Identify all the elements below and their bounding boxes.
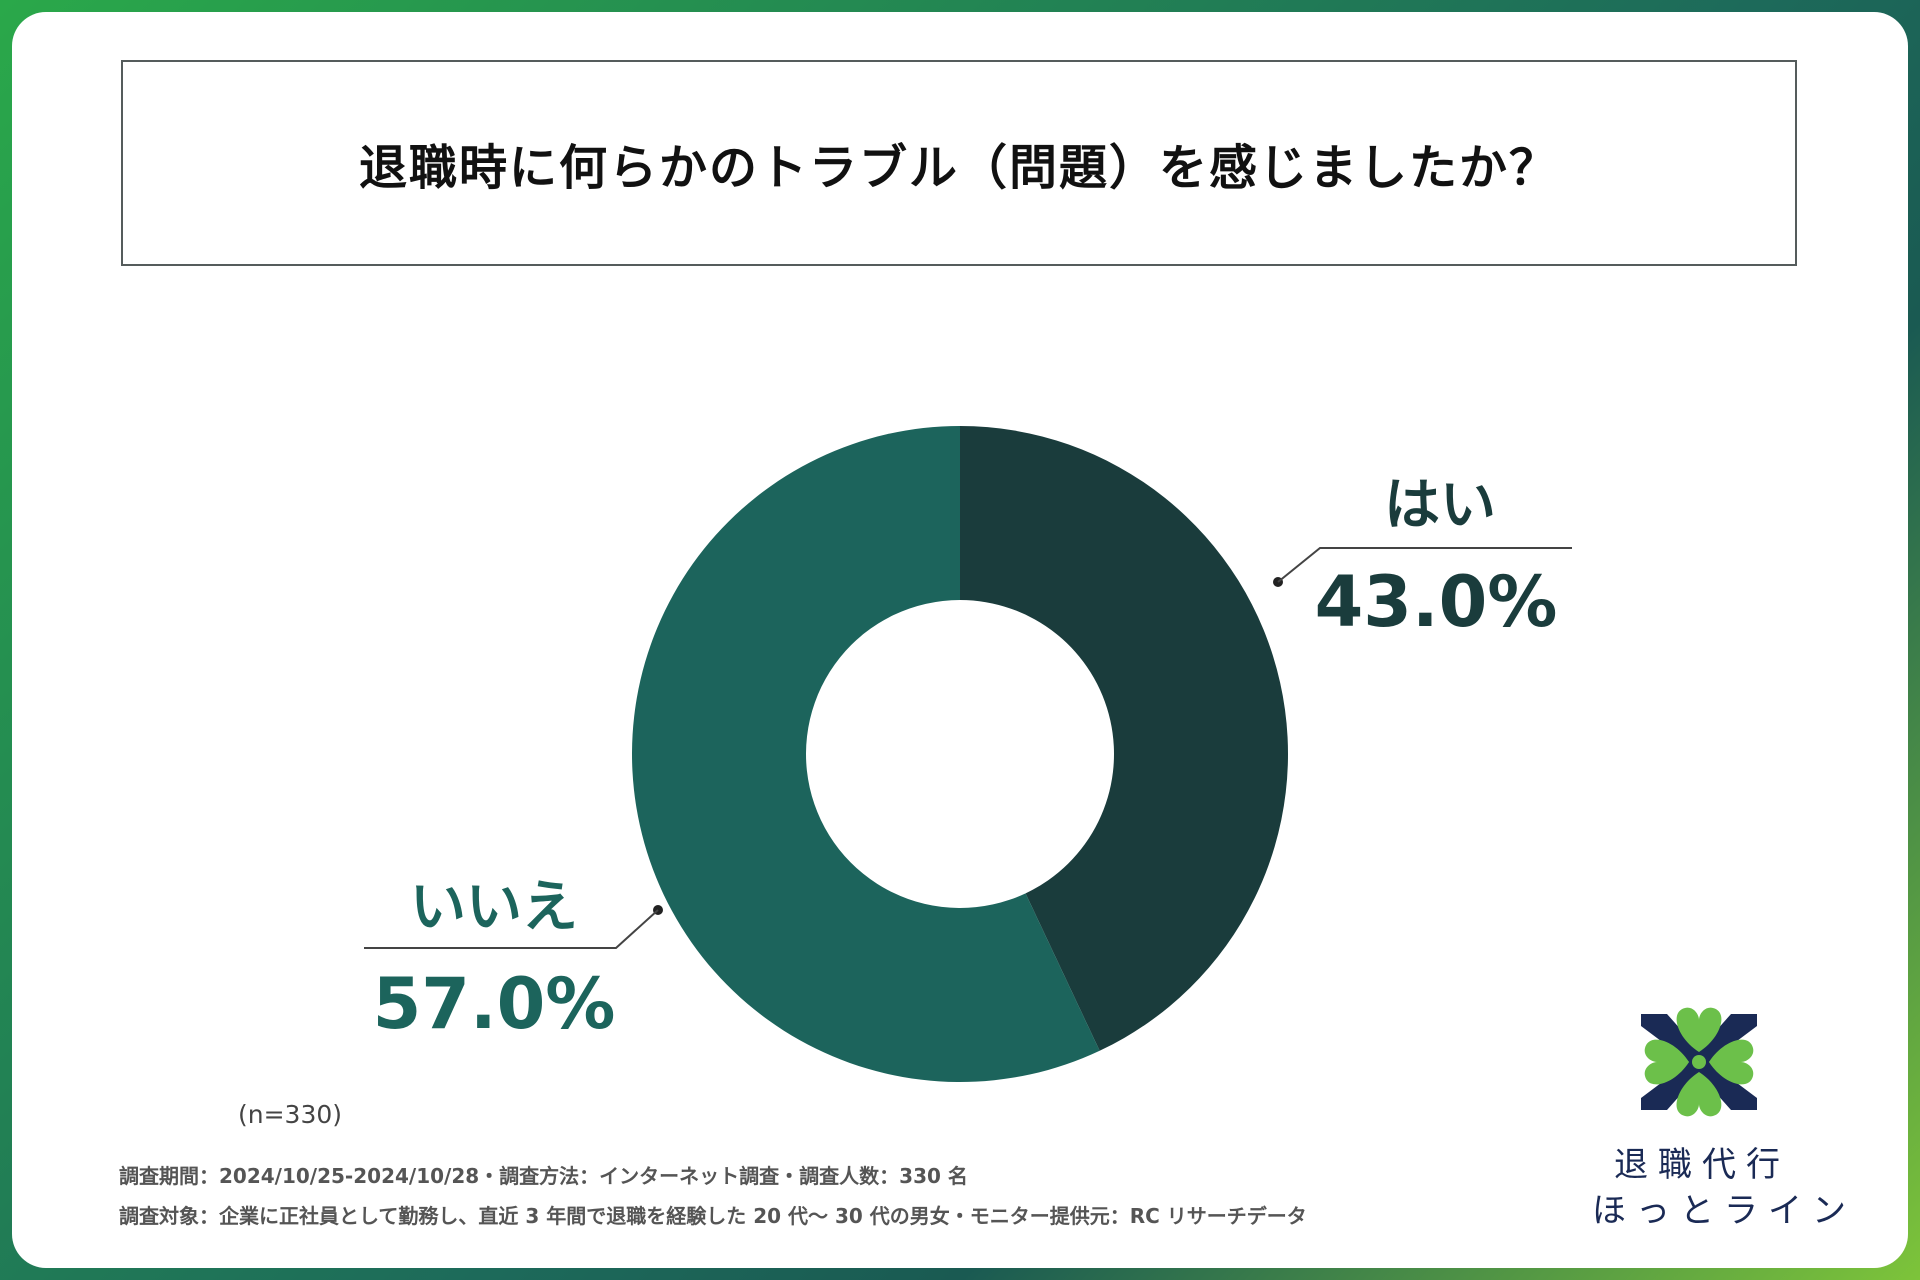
brand-line1: 退職代行	[1614, 1145, 1790, 1185]
chart-card: 退職時に何らかのトラブル（問題）を感じましたか？ はい 43.0% いいえ 57.0%…	[12, 12, 1908, 1268]
sample-size-note: (n=330)	[238, 1100, 343, 1129]
brand-line2: ほっとライン	[1592, 1191, 1856, 1231]
chart-title: 退職時に何らかのトラブル（問題）を感じましたか？	[358, 140, 1559, 196]
title-box: 退職時に何らかのトラブル（問題）を感じましたか？	[121, 60, 1797, 266]
slice-no	[631, 426, 1100, 1082]
brand-name: 退職代行 ほっとライン	[1592, 1142, 1856, 1234]
donut-chart: はい 43.0% いいえ 57.0%	[364, 426, 1572, 1082]
label-name-yes: はい	[1384, 473, 1496, 538]
footer-survey-period: 調査期間：2024/10/25-2024/10/28・調査方法：インターネット調…	[119, 1164, 968, 1188]
slice-yes	[960, 426, 1288, 1051]
footer-survey-target: 調査対象：企業に正社員として勤務し、直近 3 年間で退職を経験した 20 代〜 …	[119, 1204, 1307, 1228]
label-percent-yes: 43.0%	[1315, 561, 1558, 643]
clover-heart-icon	[1641, 1007, 1757, 1117]
label-percent-no: 57.0%	[373, 963, 616, 1045]
label-name-no: いいえ	[410, 875, 578, 940]
leader-line-no	[364, 909, 659, 949]
leader-line-yes	[1277, 547, 1572, 583]
